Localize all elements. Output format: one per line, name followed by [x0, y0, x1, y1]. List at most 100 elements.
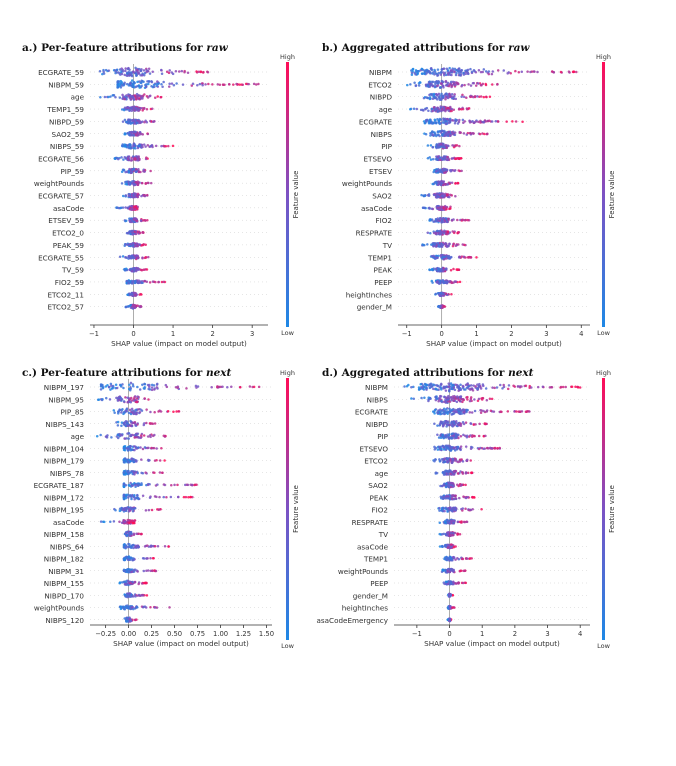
shap-point	[133, 269, 136, 272]
feature-label: weightPounds	[34, 604, 84, 613]
shap-point	[441, 230, 445, 234]
shap-point	[452, 399, 455, 402]
feature-row-ETCO2: ETCO2	[364, 457, 590, 466]
shap-point	[451, 157, 454, 160]
shap-point	[135, 254, 138, 257]
shap-point	[509, 72, 512, 75]
feature-label: TV_59	[61, 266, 84, 275]
shap-point	[122, 445, 126, 449]
shap-point	[119, 79, 123, 83]
shap-point	[154, 144, 158, 148]
feature-row-PEEP: PEEP	[374, 278, 590, 287]
shap-point	[417, 84, 421, 87]
shap-point	[168, 69, 171, 72]
shap-point	[447, 423, 450, 427]
shap-point	[187, 495, 190, 499]
shap-point	[132, 167, 136, 171]
feature-row-ECGRATE_187: ECGRATE_187	[34, 481, 272, 490]
shap-point	[110, 387, 114, 390]
shap-point	[460, 95, 463, 99]
shap-point	[160, 447, 163, 450]
shap-point	[421, 386, 424, 389]
shap-point	[450, 437, 453, 440]
shap-point	[436, 256, 439, 259]
shap-point	[410, 386, 413, 389]
shap-point	[459, 400, 462, 403]
shap-point	[144, 85, 148, 89]
shap-point	[130, 156, 133, 160]
shap-point	[115, 71, 119, 74]
shap-point	[132, 146, 136, 150]
feature-label: ECGRATE_55	[38, 253, 84, 262]
shap-point	[153, 459, 157, 462]
feature-label: SAO2_59	[52, 130, 85, 139]
shap-point	[440, 232, 443, 235]
feature-row-NIBPM_95: NIBPM_95	[48, 395, 272, 404]
shap-point	[123, 97, 126, 101]
shap-point	[450, 119, 454, 122]
shap-point	[514, 69, 517, 73]
shap-point	[412, 397, 416, 401]
shap-point	[430, 67, 433, 70]
shap-point	[457, 108, 461, 111]
shap-point	[147, 80, 151, 83]
shap-point	[421, 243, 424, 246]
shap-point	[132, 385, 135, 388]
shap-point	[129, 581, 132, 585]
shap-point	[459, 387, 462, 390]
shap-point	[119, 206, 122, 210]
shap-point	[148, 385, 151, 388]
shap-point	[131, 448, 135, 452]
shap-point	[441, 121, 445, 124]
shap-point	[516, 385, 520, 388]
shap-point	[425, 96, 428, 99]
shap-point	[512, 384, 515, 387]
shap-point	[130, 496, 133, 499]
shap-point	[461, 118, 465, 122]
shap-point	[443, 220, 447, 223]
shap-point	[162, 434, 166, 438]
shap-point	[465, 396, 468, 399]
shap-point	[147, 82, 150, 86]
shap-point	[143, 386, 147, 389]
shap-point	[129, 232, 133, 235]
shap-point	[144, 182, 147, 185]
shap-point	[456, 386, 459, 389]
shap-point	[441, 157, 444, 161]
shap-point	[462, 433, 465, 437]
shap-point	[133, 230, 136, 234]
shap-point	[413, 81, 416, 85]
shap-point	[446, 232, 449, 236]
shap-point	[482, 68, 486, 71]
panel-c: NIBPM_197NIBPM_95PIP_85NIBPS_143ageNIBPM…	[34, 369, 300, 650]
shap-point	[116, 86, 119, 89]
shap-point	[207, 82, 210, 86]
shap-point	[109, 388, 112, 391]
feature-label: NIBPM_158	[44, 530, 85, 539]
shap-point	[137, 582, 140, 586]
shap-point	[444, 98, 447, 101]
shap-point	[506, 72, 509, 75]
shap-point	[437, 282, 441, 285]
shap-point	[427, 121, 431, 125]
feature-row-NIBPM: NIBPM	[369, 66, 590, 77]
shap-point	[148, 496, 152, 500]
feature-label: NIBPS_78	[50, 469, 84, 478]
shap-point	[170, 82, 174, 85]
feature-row-NIBPS_78: NIBPS_78	[50, 469, 272, 478]
shap-point	[433, 68, 436, 72]
feature-label: RESPRATE	[356, 229, 393, 238]
shap-point	[125, 437, 128, 440]
shap-point	[151, 434, 155, 438]
shap-point	[412, 385, 415, 389]
shap-point	[128, 545, 131, 549]
shap-point	[194, 384, 198, 388]
shap-point	[125, 183, 129, 186]
shap-point	[434, 471, 438, 474]
feature-row-NIBPS_120: NIBPS_120	[45, 616, 272, 625]
shap-point	[444, 92, 448, 96]
feature-label: age	[71, 432, 85, 441]
shap-point	[496, 69, 500, 72]
shap-point	[456, 383, 459, 387]
shap-point	[142, 434, 146, 437]
